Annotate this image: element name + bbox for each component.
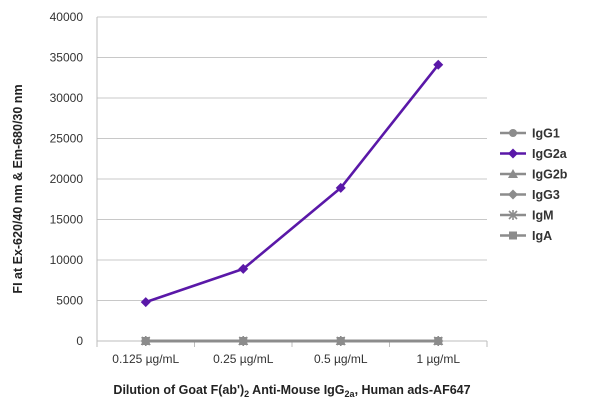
legend-label: IgG2a xyxy=(532,147,568,161)
series-layer xyxy=(140,59,444,346)
data-point xyxy=(238,263,249,274)
legend-item-igg1: IgG1 xyxy=(500,127,560,141)
series-iga xyxy=(141,337,443,345)
legend-label: IgG3 xyxy=(532,188,560,202)
legend-label: IgM xyxy=(532,209,554,223)
x-tick-label: 0.5 µg/mL xyxy=(314,352,368,366)
legend-marker xyxy=(508,148,518,159)
legend-item-igg2a: IgG2a xyxy=(500,147,568,161)
y-tick-label: 20000 xyxy=(50,172,84,186)
legend-marker xyxy=(509,231,517,240)
legend-item-igm: IgM xyxy=(500,209,554,223)
y-tick-label: 15000 xyxy=(50,213,84,227)
x-tick-label: 0.125 µg/mL xyxy=(112,352,179,366)
data-point xyxy=(140,297,151,308)
data-point xyxy=(336,337,345,345)
series-igg2a xyxy=(140,59,444,308)
legend-marker xyxy=(508,210,518,220)
legend-item-iga: IgA xyxy=(500,229,552,243)
y-tick-label: 40000 xyxy=(50,10,84,24)
legend-marker xyxy=(508,189,518,200)
x-tick-label: 0.25 µg/mL xyxy=(213,352,274,366)
y-tick-label: 5000 xyxy=(56,294,83,308)
legend-item-igg3: IgG3 xyxy=(500,188,560,202)
legend-label: IgA xyxy=(532,229,552,243)
y-tick-label: 35000 xyxy=(50,51,84,65)
legend-label: IgG1 xyxy=(532,127,560,141)
legend: IgG1 IgG2a IgG2b IgG3 IgM IgA xyxy=(500,127,568,243)
x-tick-label: 1 µg/mL xyxy=(416,352,460,366)
x-axis-title-part: , Human ads-AF647 xyxy=(355,383,471,397)
y-tick-label: 25000 xyxy=(50,132,84,146)
gridlines xyxy=(97,16,487,301)
legend-item-igg2b: IgG2b xyxy=(500,168,568,182)
legend-marker xyxy=(508,169,518,178)
y-tick-labels: 0 5000 10000 15000 20000 25000 30000 35000 40000 xyxy=(50,10,84,348)
x-axis-title-subscript: 2 xyxy=(244,389,249,399)
data-point xyxy=(141,337,150,345)
data-point xyxy=(335,182,346,193)
x-axis-title-part: Dilution of Goat F(ab') xyxy=(113,383,244,397)
legend-marker xyxy=(509,129,517,137)
x-axis-title-part: Anti-Mouse IgG xyxy=(249,383,344,397)
y-tick-label: 10000 xyxy=(50,253,84,267)
data-point xyxy=(239,337,248,345)
x-tick-labels: 0.125 µg/mL 0.25 µg/mL 0.5 µg/mL 1 µg/mL xyxy=(112,352,460,366)
data-point xyxy=(433,59,444,70)
data-point xyxy=(434,337,443,345)
y-tick-label: 0 xyxy=(76,334,83,348)
y-tick-label: 30000 xyxy=(50,91,84,105)
x-axis-title: Dilution of Goat F(ab')2 Anti-Mouse IgG2… xyxy=(113,383,470,399)
series-line xyxy=(145,63,440,304)
legend-label: IgG2b xyxy=(532,168,568,182)
x-axis-title-subscript: 2a xyxy=(345,389,356,399)
y-axis-title: FI at Ex-620/40 nm & Em-680/30 nm xyxy=(11,84,25,293)
